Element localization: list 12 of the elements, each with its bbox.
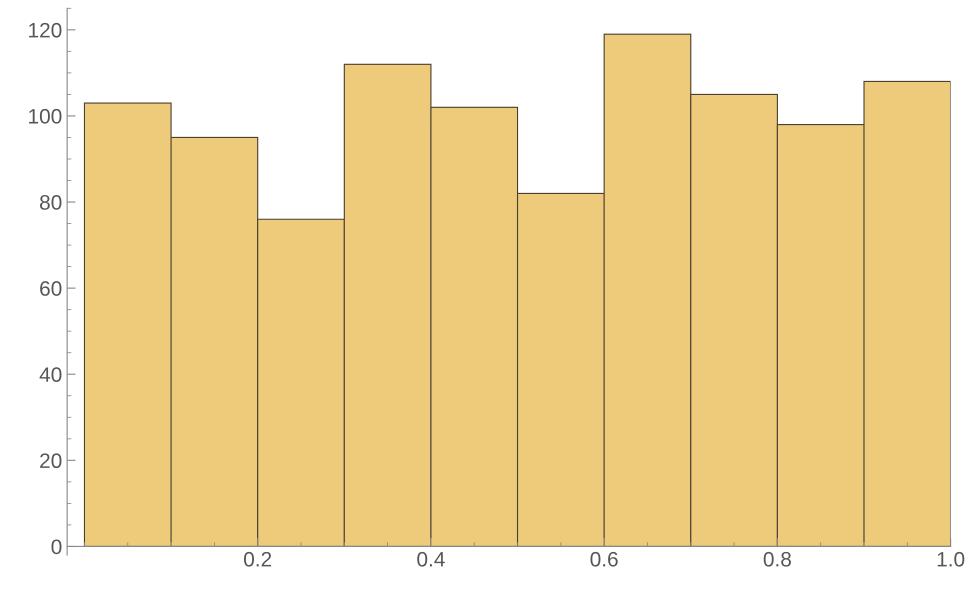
x-tick-label: 0.8 <box>764 552 791 567</box>
y-tick-label: 0 <box>52 539 62 554</box>
y-tick-label: 60 <box>40 281 62 296</box>
x-tick-label: 0.6 <box>590 552 618 567</box>
y-tick-label: 80 <box>40 195 62 210</box>
x-tick-label: 0.4 <box>417 552 445 567</box>
y-tick-label: 120 <box>29 22 62 38</box>
x-tick-label: 0.2 <box>244 552 272 567</box>
x-tick-label: 1.0 <box>938 552 964 567</box>
y-tick-label: 100 <box>29 108 62 124</box>
y-tick-label: 20 <box>40 453 62 468</box>
y-tick-label: 40 <box>40 367 62 382</box>
